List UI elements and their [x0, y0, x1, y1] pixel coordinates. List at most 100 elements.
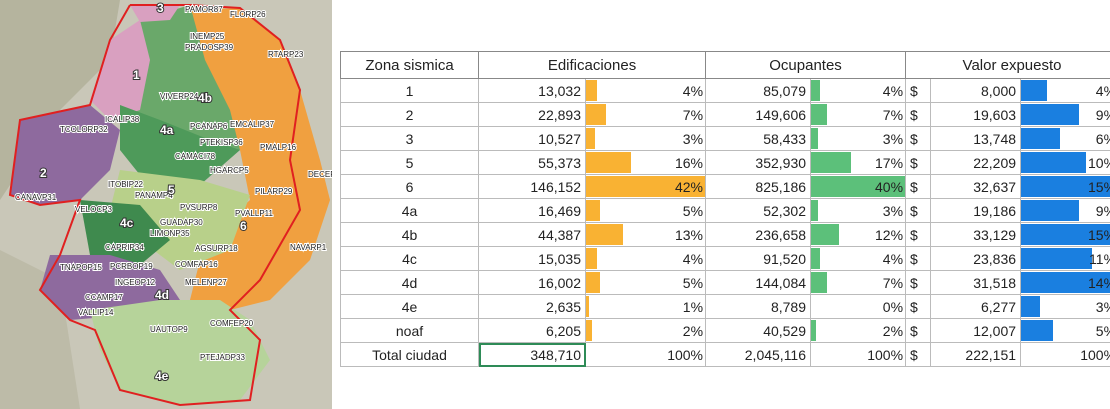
cell: 12,007 [930, 318, 1022, 343]
map-label: 3 [157, 1, 164, 15]
map-label: CAPRIP34 [105, 243, 144, 252]
map-label: LIMONP35 [150, 229, 190, 238]
cell: 16,469 [478, 198, 586, 223]
pct-label: 4% [682, 82, 704, 99]
map-label: 4b [198, 91, 212, 105]
pct-label: 9% [1095, 202, 1110, 219]
cell: 3 [340, 126, 479, 151]
cell: 8,000 [930, 78, 1022, 103]
data-bar [586, 152, 632, 173]
map-label: 4c [120, 216, 134, 230]
cell: 5% [584, 270, 707, 295]
pct-label: 17% [875, 154, 904, 171]
cell: 44,387 [478, 222, 586, 247]
zone-1 [90, 20, 150, 120]
cell: 149,606 [705, 102, 812, 127]
cell: 40,529 [705, 318, 812, 343]
zone-2 [10, 105, 120, 205]
cell: 4% [810, 246, 907, 271]
map-label: RTARP23 [268, 50, 304, 59]
cell: 91,520 [705, 246, 812, 271]
data-bar [1021, 128, 1060, 149]
map-label: DECEPP13 [308, 170, 332, 179]
cell: $ [905, 150, 932, 175]
map-label: PCANAP6 [190, 122, 228, 131]
cell: 4c [340, 246, 479, 271]
cell: 31,518 [930, 270, 1022, 295]
map-label: HGARCP5 [210, 166, 249, 175]
data-bar [1021, 248, 1093, 269]
map-label: INEMP25 [190, 32, 225, 41]
cell: 40% [810, 174, 907, 199]
pct-label: 4% [882, 250, 904, 267]
pct-label: 40% [875, 178, 904, 195]
pct-label: 13% [674, 226, 704, 243]
map-label: GUADAP30 [160, 218, 203, 227]
cell: $ [905, 270, 932, 295]
table: Zona sismica Edificaciones Ocupantes Val… [340, 51, 1110, 367]
pct-label: 2% [682, 322, 704, 339]
pct-label: 100% [667, 346, 704, 363]
map-label: PRADOSP39 [185, 43, 234, 52]
cell: 2% [584, 318, 707, 343]
cell: 236,658 [705, 222, 812, 247]
map-label: 6 [240, 219, 247, 233]
data-bar [586, 176, 705, 197]
map-label: ICALIP38 [105, 115, 140, 124]
pct-label: 42% [674, 178, 704, 195]
cell: 10% [1020, 150, 1110, 175]
cell: 7% [584, 102, 707, 127]
cell: 32,637 [930, 174, 1022, 199]
pct-label: 16% [674, 154, 704, 171]
cell: 4e [340, 294, 479, 319]
map-label: AGSURP18 [195, 244, 238, 253]
map-label: CCAMP17 [85, 293, 123, 302]
cell: 11% [1020, 246, 1110, 271]
table-wrap: Zona sismica Edificaciones Ocupantes Val… [340, 51, 1110, 409]
zone-3 [130, 5, 180, 22]
map-label: MELENP27 [185, 278, 227, 287]
map-label: COMFEP20 [210, 319, 254, 328]
cell: 4% [584, 78, 707, 103]
map-label: COMFAP16 [175, 260, 218, 269]
pct-label: 3% [882, 130, 904, 147]
map-label: UAUTOP9 [150, 325, 188, 334]
cell: 100% [1020, 342, 1110, 367]
map-label: VELOCP3 [75, 205, 112, 214]
header: Ocupantes [705, 51, 907, 79]
cell: 19,603 [930, 102, 1022, 127]
map-label: ITOBIP22 [108, 180, 144, 189]
cell: 23,836 [930, 246, 1022, 271]
cell: 100% [584, 342, 707, 367]
data-bar [586, 128, 595, 149]
map-label: FLORP26 [230, 10, 266, 19]
cell: $ [905, 198, 932, 223]
pct-label: 14% [1088, 274, 1110, 291]
pct-label: 15% [1088, 226, 1110, 243]
cell: $ [905, 246, 932, 271]
cell: 13% [584, 222, 707, 247]
cell: 1% [584, 294, 707, 319]
map-label: PMALP16 [260, 143, 297, 152]
data-bar [811, 248, 821, 269]
map-label: PAMOR87 [185, 5, 223, 14]
map-label: CAMACI78 [175, 152, 216, 161]
data-bar [811, 104, 828, 125]
map-label: EMCALIP37 [230, 120, 275, 129]
map-label: PILARP29 [255, 187, 293, 196]
data-bar [586, 104, 606, 125]
pct-label: 3% [682, 130, 704, 147]
cell: 2 [340, 102, 479, 127]
data-bar [811, 128, 819, 149]
map-label: PTEJADP33 [200, 353, 245, 362]
data-bar [586, 80, 598, 101]
data-bar [1021, 272, 1110, 293]
zone-4c [80, 200, 170, 265]
data-bar [586, 296, 589, 317]
cell: 9% [1020, 198, 1110, 223]
